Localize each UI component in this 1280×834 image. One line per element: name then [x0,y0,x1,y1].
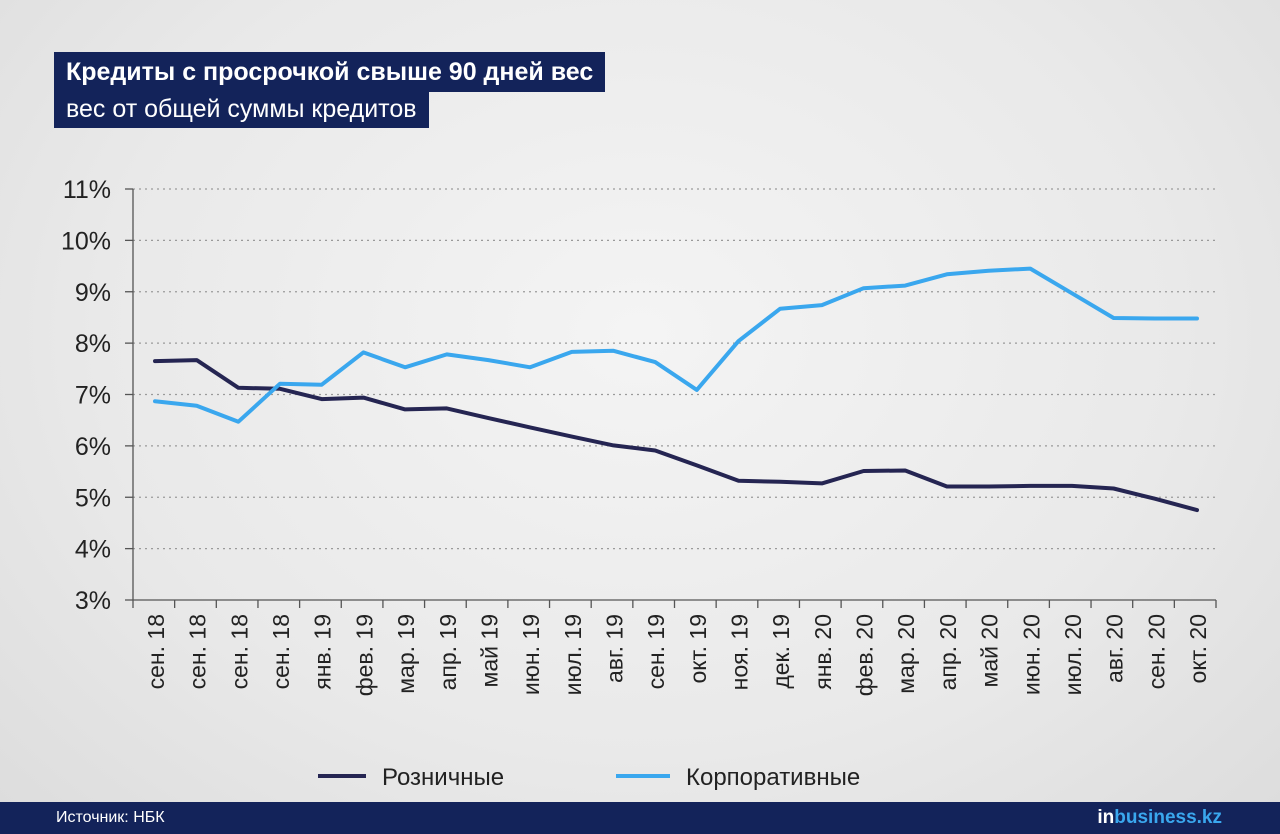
x-tick-label: сен. 18 [143,614,169,689]
x-tick-label: июл. 20 [1060,614,1086,695]
chart-subtitle: вес от общей суммы кредитов [54,90,429,128]
brand-prefix: in [1097,807,1115,828]
x-tick-label: июн. 19 [518,614,544,695]
y-tick-label: 5% [75,484,111,512]
x-tick-label: май 19 [476,614,502,687]
x-tick-label: апр. 20 [935,614,961,690]
x-tick-label: апр. 19 [435,614,461,690]
x-tick-label: июн. 20 [1018,614,1044,695]
x-tick-label: июл. 19 [560,614,586,695]
footer-bar: Источник: НБК inbusiness.kz [0,802,1280,834]
y-tick-label: 8% [75,330,111,358]
x-tick-label: ноя. 19 [727,614,753,690]
y-tick-label: 9% [75,279,111,307]
x-tick-label: мар. 19 [393,614,419,694]
x-tick-label: окт. 20 [1185,614,1211,683]
y-tick-label: 4% [75,536,111,564]
x-tick-label: май 20 [977,614,1003,687]
brand-name: business.kz [1114,807,1222,828]
x-tick-label: дек. 19 [768,614,794,689]
x-tick-label: авг. 20 [1102,614,1128,683]
x-tick-label: сен. 18 [226,614,252,689]
y-tick-label: 11% [63,176,111,204]
series-line-corporate [153,266,1199,424]
x-tick-label: сен. 18 [268,614,294,689]
y-tick-label: 3% [75,587,111,615]
legend-label-retail: Розничные [382,764,504,791]
x-tick-label: авг. 19 [601,614,627,683]
y-tick-label: 6% [75,433,111,461]
x-tick-label: окт. 19 [685,614,711,683]
x-tick-label: фев. 20 [852,614,878,696]
chart-title: Кредиты с просрочкой свыше 90 дней вес [54,52,606,92]
y-tick-label: 7% [75,382,111,410]
brand-logo[interactable]: inbusiness.kz [1097,807,1222,829]
legend-label-corporate: Корпоративные [686,764,860,791]
source-note: Источник: НБК [56,809,165,826]
x-tick-label: мар. 20 [893,614,919,694]
x-tick-label: сен. 20 [1143,614,1169,689]
x-tick-label: сен. 18 [185,614,211,689]
series-line-retail [153,358,1199,513]
x-tick-label: янв. 19 [310,614,336,690]
x-tick-label: янв. 20 [810,614,836,690]
x-tick-label: фев. 19 [351,614,377,696]
x-tick-label: сен. 19 [643,614,669,689]
y-tick-label: 10% [61,227,111,255]
